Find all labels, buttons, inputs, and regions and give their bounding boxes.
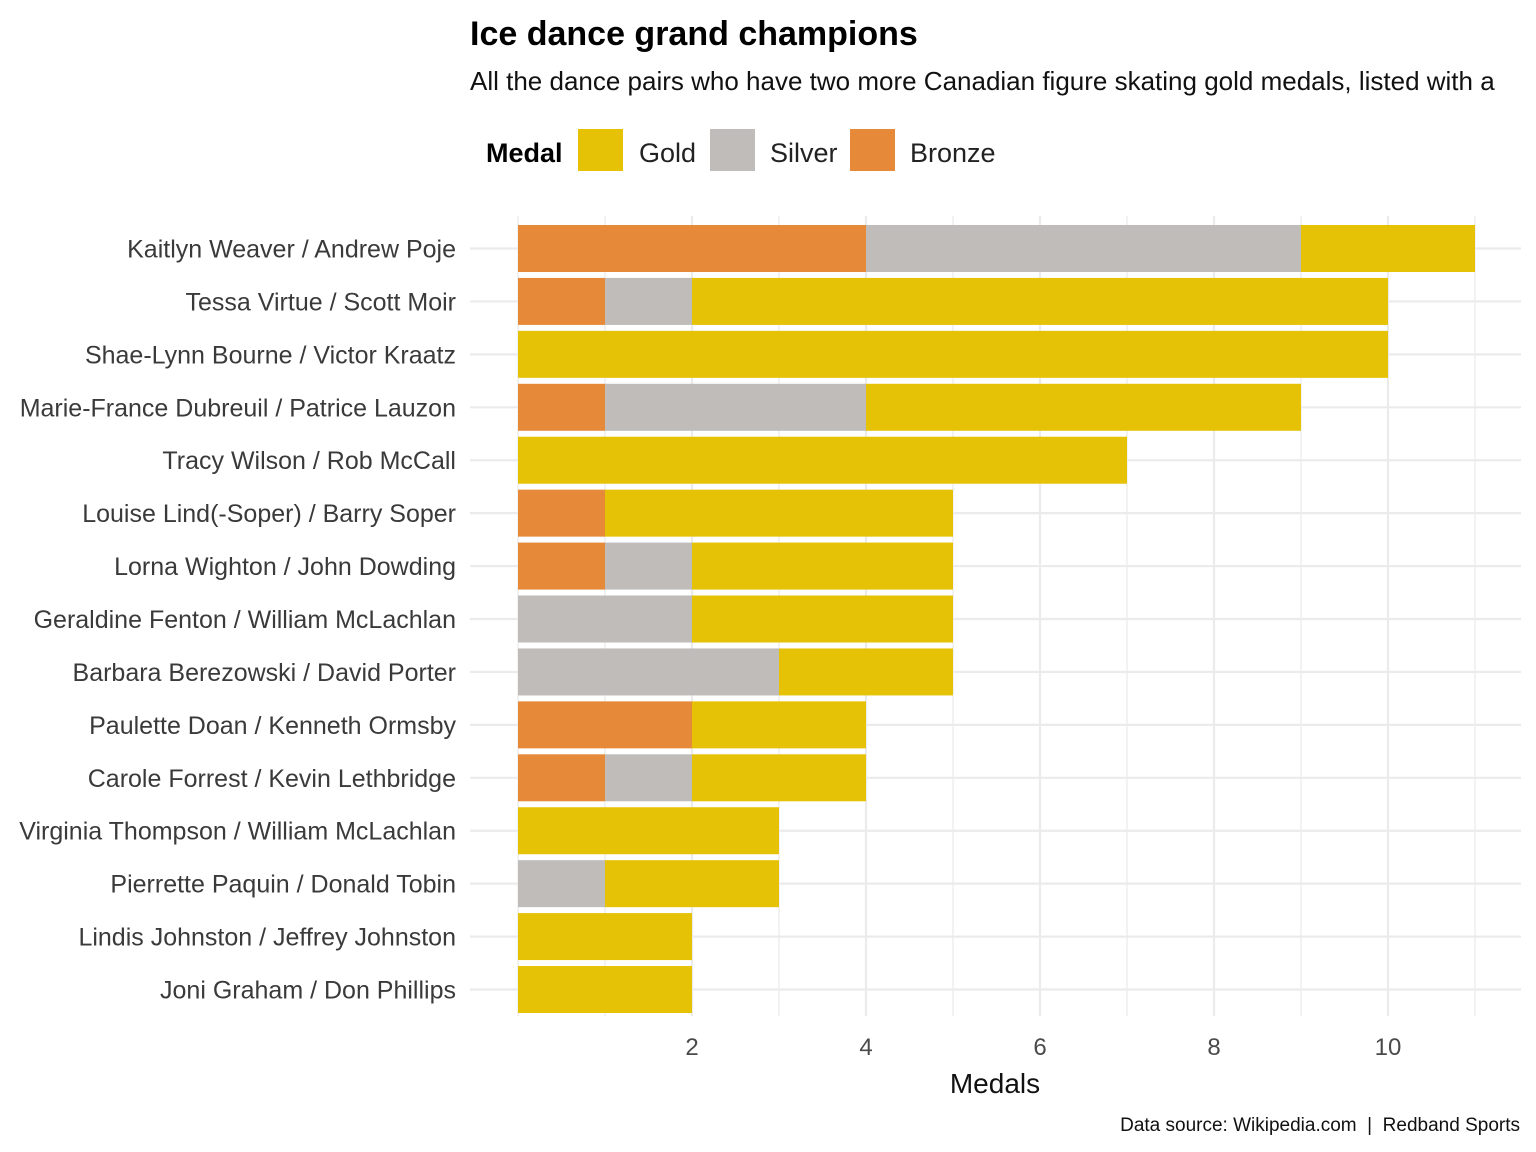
bar-gold bbox=[1301, 225, 1475, 272]
bar-bronze bbox=[518, 383, 605, 431]
x-axis-title: Medals bbox=[950, 1068, 1040, 1099]
y-tick-label: Lorna Wighton / John Dowding bbox=[114, 553, 456, 581]
legend-swatch-gold bbox=[578, 129, 623, 171]
bars bbox=[518, 225, 1475, 1014]
y-tick-label: Kaitlyn Weaver / Andrew Poje bbox=[127, 236, 456, 264]
legend-swatch-bronze bbox=[850, 129, 895, 171]
y-tick-label: Louise Lind(-Soper) / Barry Soper bbox=[82, 500, 456, 528]
y-tick-label: Carole Forrest / Kevin Lethbridge bbox=[88, 765, 456, 793]
legend-label-silver: Silver bbox=[770, 138, 838, 168]
bar-silver bbox=[866, 225, 1301, 272]
bar-bronze bbox=[518, 701, 692, 749]
legend-label-bronze: Bronze bbox=[910, 138, 996, 168]
caption: Data source: Wikipedia.com | Redband Spo… bbox=[1120, 1115, 1520, 1136]
x-tick-label: 2 bbox=[685, 1034, 698, 1061]
bar-gold bbox=[866, 383, 1301, 431]
bar-silver bbox=[605, 277, 692, 325]
bar-gold bbox=[518, 330, 1388, 378]
bar-gold bbox=[692, 277, 1388, 325]
y-tick-label: Pierrette Paquin / Donald Tobin bbox=[110, 871, 456, 899]
legend: Medal Gold Silver Bronze bbox=[486, 129, 996, 171]
bar-silver bbox=[518, 595, 692, 643]
bar-silver bbox=[518, 860, 605, 908]
y-tick-label: Tracy Wilson / Rob McCall bbox=[162, 447, 456, 475]
y-tick-label: Barbara Berezowski / David Porter bbox=[73, 659, 456, 687]
bar-gold bbox=[518, 966, 692, 1014]
x-tick-label: 4 bbox=[859, 1034, 872, 1061]
y-tick-label: Marie-France Dubreuil / Patrice Lauzon bbox=[20, 394, 456, 422]
bar-gold bbox=[692, 701, 866, 749]
x-tick-label: 10 bbox=[1375, 1034, 1402, 1061]
bar-silver bbox=[605, 542, 692, 590]
bar-bronze bbox=[518, 542, 605, 590]
chart-title: Ice dance grand champions bbox=[470, 15, 918, 53]
x-tick-label: 6 bbox=[1033, 1034, 1046, 1061]
y-tick-label: Paulette Doan / Kenneth Ormsby bbox=[89, 712, 456, 740]
y-tick-label: Virginia Thompson / William McLachlan bbox=[19, 818, 456, 846]
y-tick-label: Shae-Lynn Bourne / Victor Kraatz bbox=[85, 341, 456, 369]
legend-title: Medal bbox=[486, 138, 563, 168]
bar-gold bbox=[779, 648, 953, 696]
bar-silver bbox=[605, 383, 866, 431]
bar-gold bbox=[518, 913, 692, 961]
bar-gold bbox=[518, 807, 779, 855]
bar-silver bbox=[605, 754, 692, 802]
legend-swatch-silver bbox=[710, 129, 755, 171]
bar-bronze bbox=[518, 489, 605, 537]
y-tick-label: Geraldine Fenton / William McLachlan bbox=[34, 606, 456, 634]
bar-gold bbox=[605, 489, 953, 537]
bar-silver bbox=[518, 648, 779, 696]
bar-gold bbox=[692, 542, 953, 590]
x-tick-label: 8 bbox=[1207, 1034, 1220, 1061]
bar-gold bbox=[692, 754, 866, 802]
legend-label-gold: Gold bbox=[639, 138, 696, 168]
chart-subtitle: All the dance pairs who have two more Ca… bbox=[470, 66, 1495, 96]
x-axis-ticks: 2 4 6 8 10 bbox=[685, 1034, 1401, 1061]
bar-bronze bbox=[518, 754, 605, 802]
y-tick-label: Joni Graham / Don Phillips bbox=[160, 977, 456, 1005]
y-axis-labels: Kaitlyn Weaver / Andrew Poje Tessa Virtue… bbox=[19, 236, 456, 1005]
bar-bronze bbox=[518, 277, 605, 325]
bar-bronze bbox=[518, 225, 866, 272]
y-tick-label: Lindis Johnston / Jeffrey Johnston bbox=[78, 924, 456, 952]
y-tick-label: Tessa Virtue / Scott Moir bbox=[186, 288, 456, 316]
bar-gold bbox=[518, 436, 1127, 484]
bar-gold bbox=[692, 595, 953, 643]
bar-gold bbox=[605, 860, 779, 908]
